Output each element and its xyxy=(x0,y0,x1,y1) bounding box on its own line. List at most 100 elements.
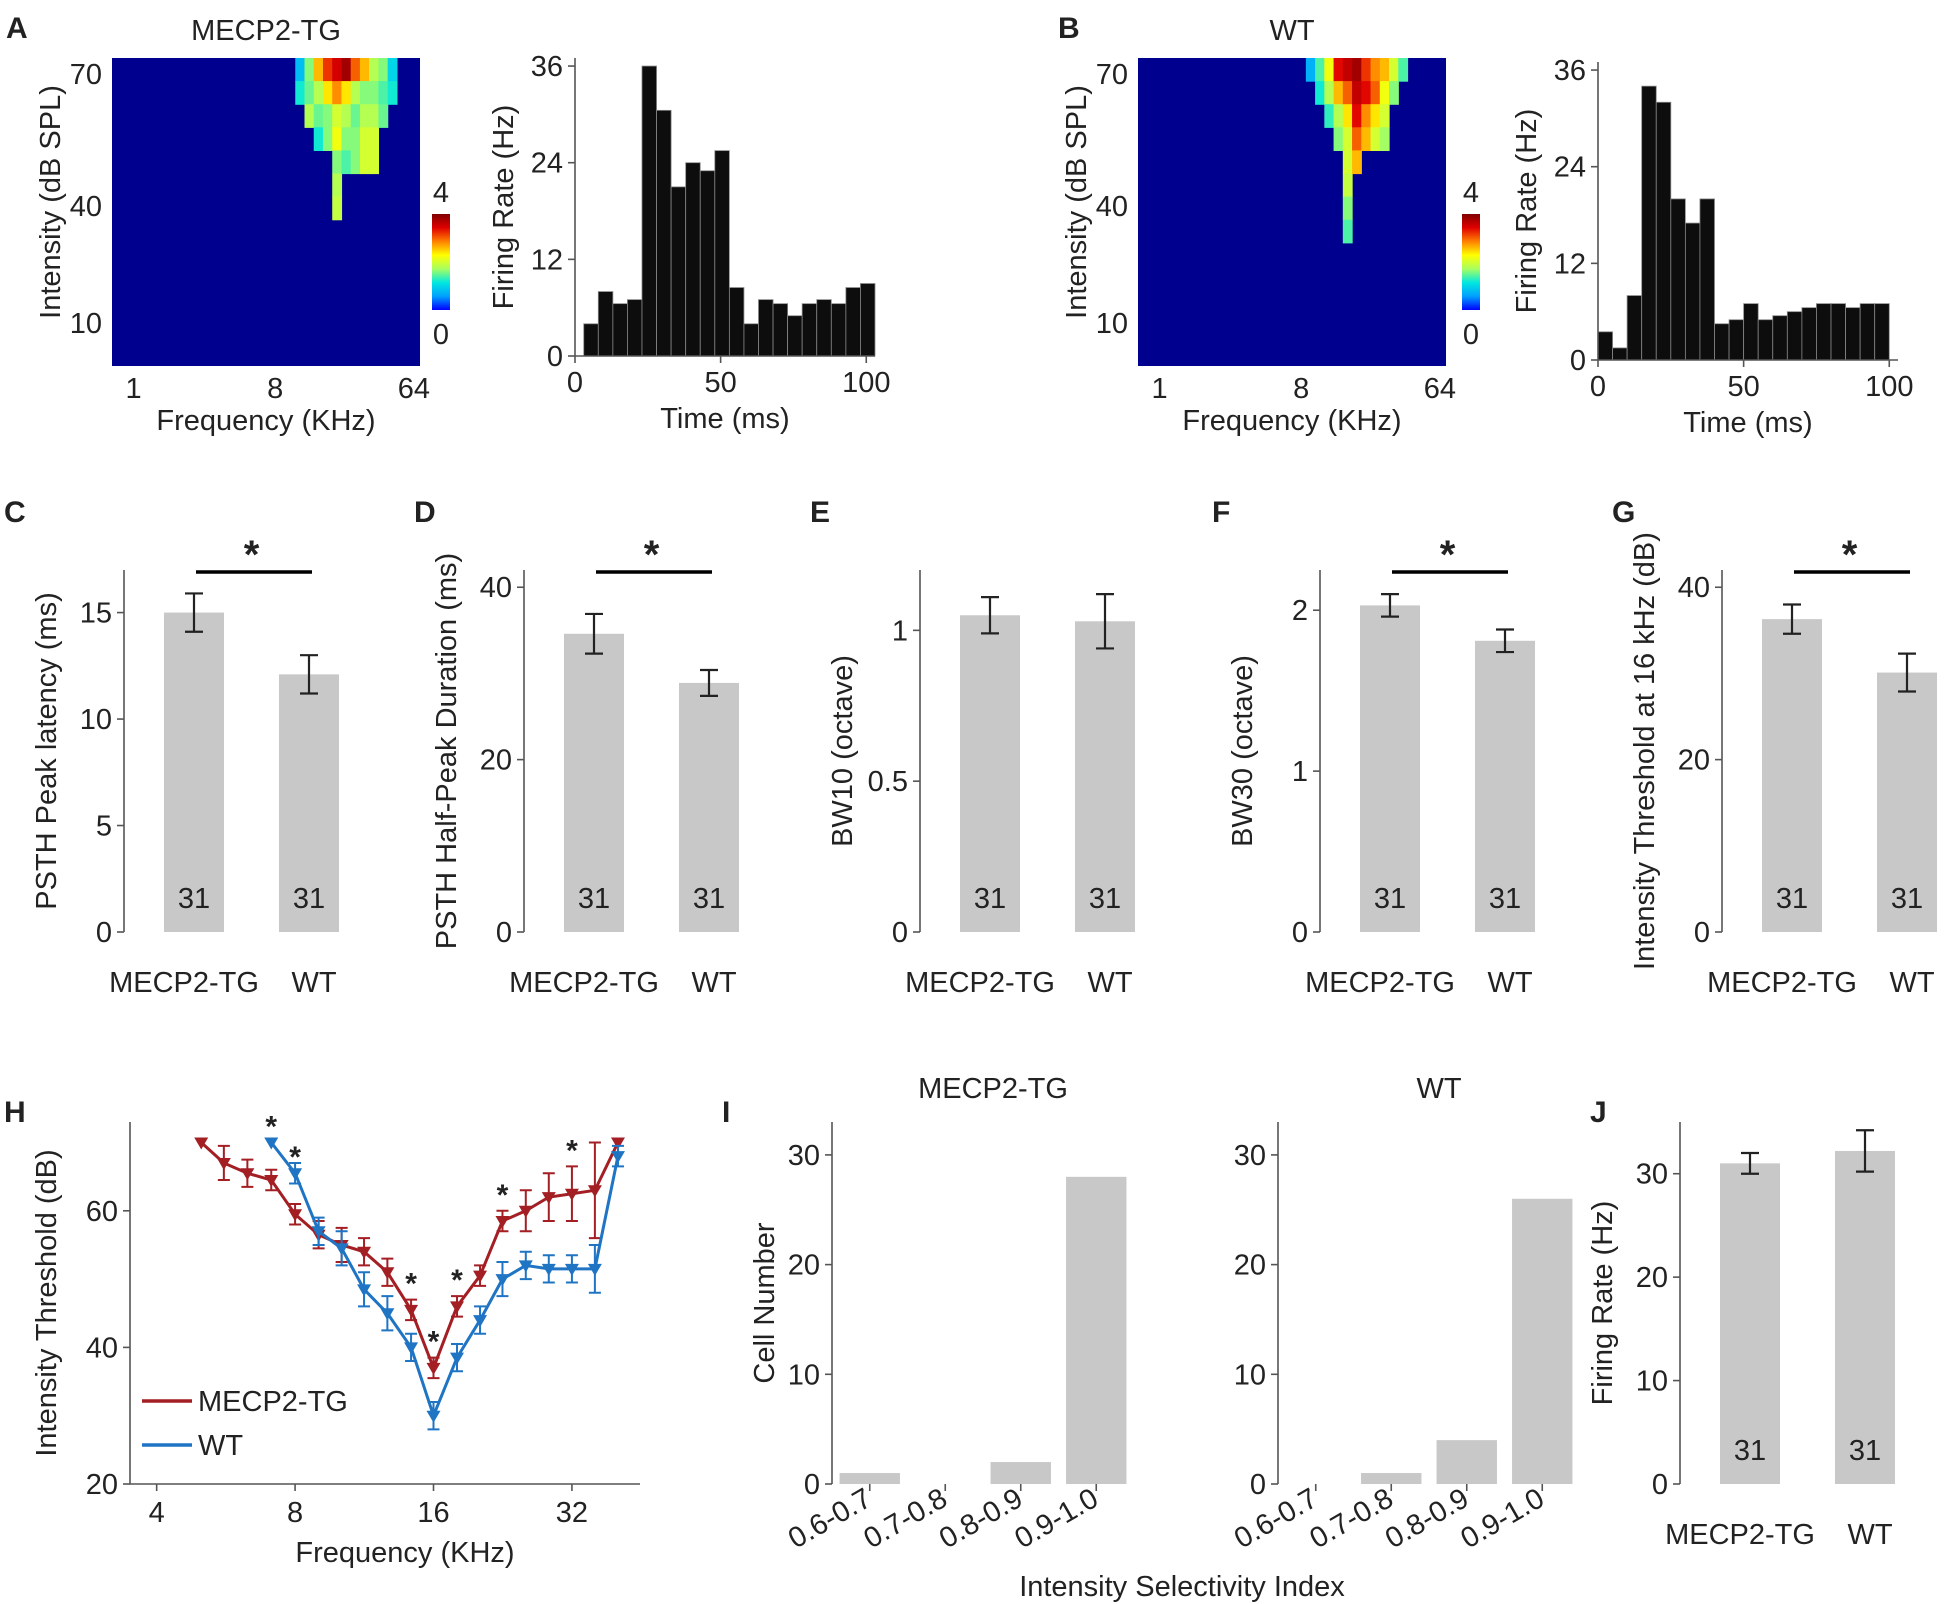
point-marker xyxy=(495,1274,510,1287)
psth-bar xyxy=(627,299,643,357)
significance-star: * xyxy=(428,1326,440,1359)
y-tick: 5 xyxy=(96,811,112,843)
panel-label-c: C xyxy=(4,496,26,529)
error-bar xyxy=(1783,603,1801,635)
x-tick: 16 xyxy=(417,1497,449,1529)
y-axis-label: BW30 (octave) xyxy=(1227,655,1259,847)
psth-bar xyxy=(743,323,759,357)
psth-bar xyxy=(845,287,861,357)
psth-y-tick: 36 xyxy=(1554,55,1586,87)
bar-0 xyxy=(164,612,224,932)
y-axis-label: PSTH Peak latency (ms) xyxy=(31,592,63,909)
heatmap-y-label: Intensity (dB SPL) xyxy=(1061,85,1093,319)
error-bar xyxy=(185,592,203,633)
panel-label-f: F xyxy=(1212,496,1230,529)
bar-panel-d: 31 MECP2-TG 31 WT 0 20 40 PSTH Half-Peak Durati… xyxy=(431,533,739,999)
heatmap-cell xyxy=(313,58,324,82)
y-tick: 0 xyxy=(1292,917,1308,949)
x-axis-label: Frequency (KHz) xyxy=(295,1537,514,1569)
heatmap-x-label: Frequency (KHz) xyxy=(1182,405,1401,437)
psth-y-tick: 0 xyxy=(1570,345,1586,377)
y-tick: 20 xyxy=(1678,745,1710,777)
heatmap-cell xyxy=(332,104,343,128)
n-label: 31 xyxy=(1489,883,1521,915)
y-tick: 2 xyxy=(1292,595,1308,627)
point-marker xyxy=(518,1260,533,1273)
heatmap-cell xyxy=(341,58,352,82)
psth-y-tick: 12 xyxy=(1554,248,1586,280)
point-marker xyxy=(334,1243,349,1256)
heatmap-cell xyxy=(332,173,343,198)
heatmap-cell xyxy=(341,104,352,128)
point-marker xyxy=(426,1362,441,1375)
heatmap-cell xyxy=(1370,104,1381,128)
heatmap-x-tick: 8 xyxy=(1293,373,1309,405)
psth-y-tick: 0 xyxy=(547,341,563,373)
y-tick: 0 xyxy=(496,917,512,949)
heatmap-x-tick: 1 xyxy=(1151,373,1167,405)
n-label: 31 xyxy=(693,883,725,915)
histogram-i-wt: 0.6-0.70.7-0.80.8-0.90.9-1.0 0 10 20 30 WT xyxy=(1229,1073,1573,1555)
category-label: MECP2-TG xyxy=(1665,1519,1815,1551)
category-label: 0.9-1.0 xyxy=(1456,1482,1550,1555)
y-tick: 1 xyxy=(1292,756,1308,788)
heatmap-cell xyxy=(1342,173,1353,198)
heatmap-cell xyxy=(322,81,333,105)
heatmap-title: WT xyxy=(1269,15,1314,47)
error-bar xyxy=(981,596,999,635)
heatmap-cell xyxy=(1324,58,1335,82)
heatmap-cell xyxy=(332,196,343,221)
y-tick: 0 xyxy=(1652,1469,1668,1501)
n-label: 31 xyxy=(178,883,210,915)
bar-1 xyxy=(279,674,339,932)
y-axis-label: Intensity Threshold (dB) xyxy=(31,1149,63,1456)
bar-0 xyxy=(564,633,624,932)
heatmap-x-tick: 8 xyxy=(267,373,283,405)
heatmap-cell xyxy=(1361,81,1372,105)
heatmap-cell xyxy=(1333,104,1344,128)
heatmap-cell xyxy=(1370,81,1381,105)
y-tick: 30 xyxy=(788,1140,820,1172)
y-tick: 20 xyxy=(480,745,512,777)
point-marker xyxy=(240,1168,255,1181)
heatmap-y-tick: 10 xyxy=(1096,308,1128,340)
series-wt xyxy=(264,1137,625,1431)
heatmap-cell xyxy=(350,58,361,82)
heatmap-cell xyxy=(359,81,370,105)
psth-bar xyxy=(1845,307,1861,361)
colorbar-min-label: 0 xyxy=(1463,319,1479,351)
x-tick: 4 xyxy=(149,1497,165,1529)
panel-label-g: G xyxy=(1612,496,1635,529)
category-label: MECP2-TG xyxy=(509,967,659,999)
category-label: WT xyxy=(1889,967,1934,999)
heatmap-cell xyxy=(369,58,380,82)
heatmap-cell xyxy=(369,150,380,175)
category-label: 0.9-1.0 xyxy=(1010,1482,1104,1555)
heatmap-cell xyxy=(1389,81,1399,105)
heatmap-cell xyxy=(1324,104,1335,128)
point-marker xyxy=(587,1185,602,1198)
psth-bar xyxy=(612,303,628,357)
heatmap-cell xyxy=(1361,127,1372,151)
psth-bar xyxy=(1830,303,1846,361)
y-tick: 40 xyxy=(1678,572,1710,604)
significance-star: * xyxy=(405,1268,417,1301)
psth-bar xyxy=(728,287,745,357)
y-tick: 10 xyxy=(1234,1359,1266,1391)
category-label: 0.8-0.9 xyxy=(934,1482,1028,1555)
y-tick: 20 xyxy=(1636,1262,1668,1294)
error-bar xyxy=(1381,593,1399,618)
histogram-bar xyxy=(839,1473,900,1484)
heatmap-cell xyxy=(350,127,361,151)
psth-bar xyxy=(1801,307,1817,361)
histogram-bar xyxy=(990,1462,1051,1484)
heatmap-cell xyxy=(1389,58,1399,82)
heatmap-cell xyxy=(341,81,352,105)
bar-0 xyxy=(960,615,1020,932)
psth-bar xyxy=(772,303,789,357)
psth-bar xyxy=(1597,331,1613,361)
heatmap-cell xyxy=(387,58,398,82)
point-marker xyxy=(380,1308,395,1321)
y-tick: 30 xyxy=(1636,1159,1668,1191)
point-marker xyxy=(450,1352,465,1365)
